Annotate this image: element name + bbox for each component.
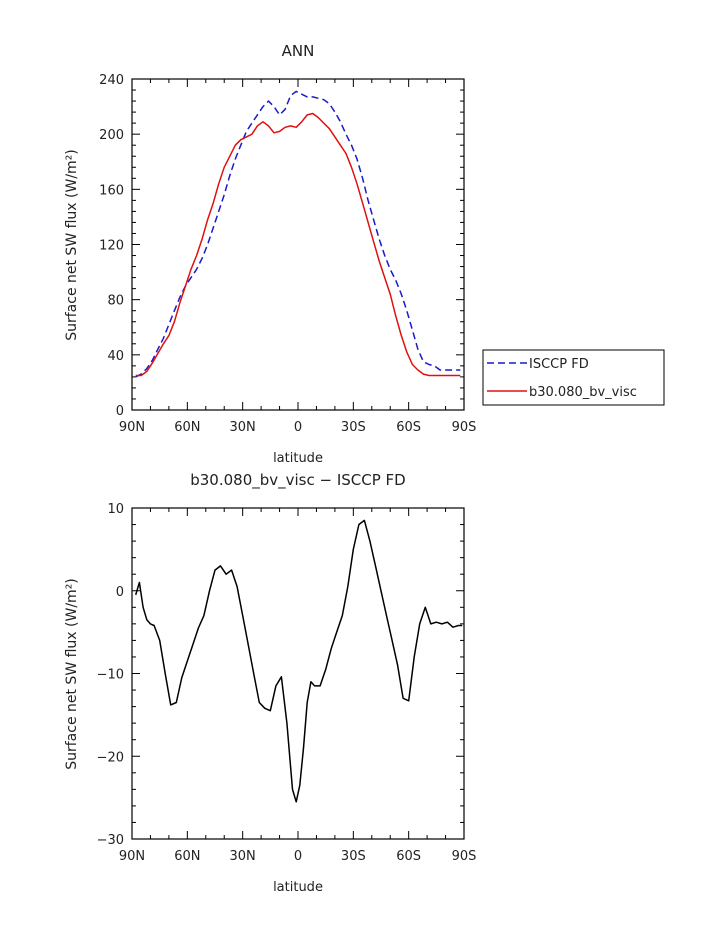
- legend-label-series-0: ISCCP FD: [529, 357, 589, 372]
- bottom-x-tick-label: 0: [294, 849, 302, 864]
- top-y-axis-label: Surface net SW flux (W/m²): [64, 149, 80, 341]
- bottom-x-tick-label: 30N: [230, 849, 256, 864]
- top-y-tick-label: 160: [99, 183, 124, 198]
- bottom-y-tick-label: 0: [116, 585, 124, 600]
- legend-box: [482, 349, 665, 406]
- top-y-tick-label: 40: [107, 349, 124, 364]
- top-series-line-1: [135, 112, 461, 377]
- legend-label-series-1: b30.080_bv_visc: [529, 385, 637, 400]
- bottom-x-tick-label: 60S: [396, 849, 421, 864]
- top-x-tick-label: 30N: [230, 420, 256, 435]
- bottom-y-axis-label: Surface net SW flux (W/m²): [64, 578, 80, 770]
- bottom-x-tick-label: 90N: [119, 849, 145, 864]
- top-y-tick-label: 80: [107, 294, 124, 309]
- bottom-y-tick-label: 10: [107, 502, 124, 517]
- legend: ISCCP FD b30.080_bv_visc: [482, 349, 665, 406]
- bottom-series-line-0: [134, 519, 463, 803]
- top-x-tick-label: 60N: [174, 420, 200, 435]
- top-chart-title: ANN: [282, 42, 315, 60]
- bottom-x-axis-label: latitude: [273, 880, 323, 895]
- top-series-line-0: [135, 90, 461, 378]
- top-x-tick-label: 90N: [119, 420, 145, 435]
- top-x-tick-label: 60S: [396, 420, 421, 435]
- top-y-tick-label: 0: [116, 404, 124, 419]
- bottom-y-tick-label: −10: [97, 668, 124, 683]
- bottom-x-tick-label: 90S: [452, 849, 477, 864]
- top-x-axis-label: latitude: [273, 451, 323, 466]
- top-x-tick-label: 90S: [452, 420, 477, 435]
- bottom-y-tick-label: −20: [97, 750, 124, 765]
- top-y-tick-label: 200: [99, 128, 124, 143]
- bottom-chart-title: b30.080_bv_visc − ISCCP FD: [190, 471, 406, 490]
- top-x-tick-label: 0: [294, 420, 302, 435]
- top-y-tick-label: 240: [99, 73, 124, 88]
- top-plot-frame: [131, 78, 465, 411]
- top-x-tick-label: 30S: [341, 420, 366, 435]
- bottom-plot-frame: [131, 507, 465, 840]
- bottom-x-tick-label: 30S: [341, 849, 366, 864]
- bottom-y-tick-label: −30: [97, 833, 124, 848]
- top-y-tick-label: 120: [99, 239, 124, 254]
- bottom-x-tick-label: 60N: [174, 849, 200, 864]
